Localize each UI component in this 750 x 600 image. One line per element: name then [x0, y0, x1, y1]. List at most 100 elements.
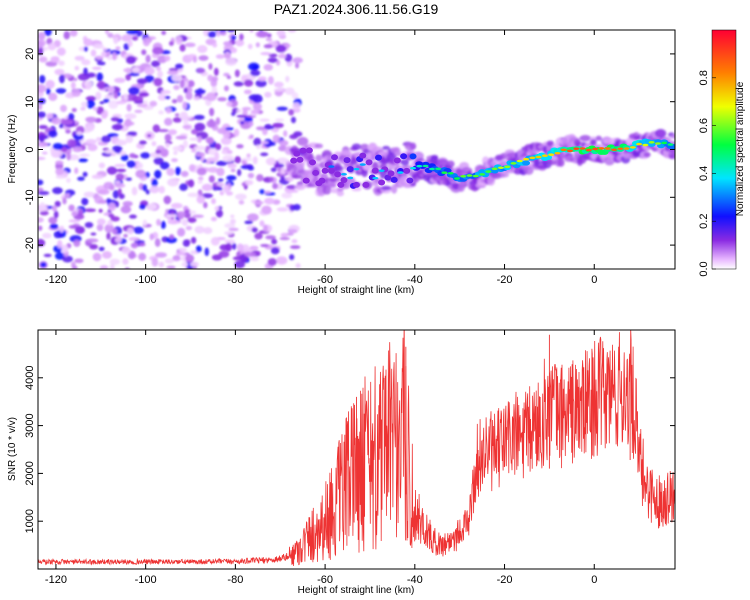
heatmap-cell [288, 229, 298, 234]
heatmap-cell [436, 158, 449, 167]
heatmap-cell [315, 154, 323, 162]
heatmap-x-tick-label: -80 [227, 274, 243, 286]
heatmap-cell [121, 246, 131, 255]
heatmap-cell [256, 174, 264, 182]
heatmap-cell [73, 133, 84, 141]
heatmap-cell [186, 86, 193, 93]
heatmap-cell [273, 81, 284, 88]
heatmap-cell [45, 79, 55, 89]
heatmap-cell [224, 223, 236, 229]
heatmap-cell [100, 135, 112, 143]
heatmap-cell [84, 222, 94, 229]
heatmap-cell [66, 151, 71, 161]
heatmap-cell [239, 33, 244, 41]
heatmap-cell [128, 86, 140, 95]
heatmap-cell [466, 174, 473, 177]
heatmap-cell [203, 227, 213, 235]
heatmap-cell [193, 145, 206, 151]
heatmap-cell [113, 91, 119, 99]
heatmap-cell [109, 263, 115, 269]
heatmap-cell [38, 134, 45, 143]
heatmap-cell [284, 53, 293, 63]
heatmap-x-tick-label: -100 [135, 274, 157, 286]
heatmap-cell [241, 157, 253, 161]
heatmap-cell [276, 106, 288, 111]
heatmap-cell [213, 67, 219, 76]
heatmap-cell [91, 66, 102, 70]
heatmap-cell [126, 30, 139, 35]
heatmap-cell [74, 65, 80, 71]
heatmap-cell [643, 151, 651, 158]
heatmap-cell [71, 265, 78, 269]
colorbar-tick-label: 0.8 [698, 70, 710, 85]
heatmap-cell [244, 251, 256, 257]
snr-y-tick-label: 1000 [24, 509, 36, 533]
heatmap-cell [172, 117, 182, 123]
heatmap-cell [187, 192, 200, 198]
heatmap-cell [223, 184, 230, 193]
heatmap-cell [108, 213, 115, 218]
heatmap-cell [260, 152, 269, 157]
heatmap-cell [138, 92, 150, 97]
heatmap-cell [259, 189, 265, 195]
heatmap-cell [149, 233, 154, 241]
heatmap-cell [95, 91, 102, 101]
heatmap-cell [567, 149, 574, 153]
heatmap-cell [175, 63, 184, 69]
heatmap-cell [114, 237, 122, 243]
heatmap-cell [123, 233, 128, 238]
heatmap-cell [125, 135, 134, 143]
heatmap-cell [230, 168, 236, 173]
heatmap-noise-blobs [38, 30, 303, 269]
heatmap-cell [217, 187, 223, 191]
heatmap-cell [192, 214, 204, 219]
heatmap-cell [123, 121, 135, 126]
heatmap-cell [250, 69, 261, 77]
heatmap-y-tick-label: 20 [24, 48, 36, 60]
heatmap-cell [90, 49, 97, 57]
heatmap-cell [225, 242, 232, 252]
heatmap-cell [185, 91, 193, 100]
heatmap-cell [84, 208, 96, 213]
heatmap-cell [234, 156, 241, 164]
heatmap-cell [97, 189, 110, 195]
heatmap-cell [257, 76, 267, 82]
heatmap-cell [196, 167, 207, 176]
heatmap-cell [115, 148, 122, 154]
heatmap-cell [124, 113, 137, 120]
heatmap-cell [51, 205, 58, 212]
heatmap-cell [183, 87, 188, 94]
heatmap-cell [397, 171, 404, 174]
heatmap-cell [38, 103, 43, 110]
heatmap-cell [47, 130, 58, 138]
heatmap-cell [107, 32, 114, 38]
heatmap-cell [100, 51, 107, 58]
heatmap-cell [164, 133, 172, 142]
heatmap-cell [161, 30, 167, 35]
colorbar-label: Normalized spectral amplitude [735, 81, 746, 216]
heatmap-cell [164, 95, 171, 100]
heatmap-cell [151, 141, 157, 147]
heatmap-cell [81, 59, 91, 66]
heatmap-cell [610, 148, 617, 152]
heatmap-cell [175, 36, 183, 45]
colorbar-tick-label: 0.0 [698, 261, 710, 276]
heatmap-cell [48, 216, 58, 224]
heatmap-cell [207, 74, 214, 82]
heatmap-cell [272, 134, 281, 144]
heatmap-cell [142, 184, 148, 192]
heatmap-cell [295, 263, 301, 269]
heatmap-cell [65, 129, 71, 134]
heatmap-cell [225, 127, 234, 131]
heatmap-cell [83, 191, 95, 198]
heatmap-cell [276, 30, 286, 37]
heatmap-cell [56, 47, 66, 56]
heatmap-cell [223, 53, 232, 59]
heatmap-cell [139, 204, 146, 210]
heatmap-cell [115, 173, 125, 181]
heatmap-cell [123, 93, 128, 101]
heatmap-cell [523, 165, 534, 175]
heatmap-cell [198, 55, 209, 61]
heatmap-cell [125, 55, 136, 65]
heatmap-cell [347, 176, 354, 180]
